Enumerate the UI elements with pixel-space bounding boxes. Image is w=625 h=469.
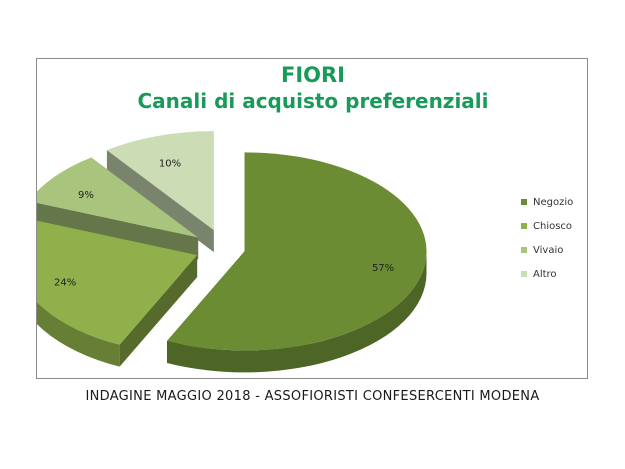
pie-slice-wall	[37, 202, 199, 260]
pie-slice-rim	[37, 302, 120, 367]
chart-title: FIORI	[281, 63, 345, 87]
legend-item-chiosco: Chiosco	[521, 221, 572, 232]
pie-slice-top	[37, 157, 199, 238]
legend-label: Vivaio	[533, 245, 563, 256]
legend-label: Negozio	[533, 197, 573, 208]
pie-slice-wall	[106, 150, 214, 253]
data-label-vivaio: 9%	[78, 190, 94, 201]
data-label-negozio: 57%	[372, 263, 394, 274]
pie-slice-chiosco	[37, 220, 198, 367]
chart-frame: FIORI Canali di acquisto preferenziali 5…	[36, 58, 588, 379]
legend-swatch	[521, 223, 527, 229]
pie-slice-negozio	[167, 152, 427, 373]
legend-item-altro: Altro	[521, 269, 557, 280]
pie-slice-rim	[167, 251, 427, 373]
pie-chart: 57% 24% 9% 10% Negozio Chiosco Vivaio Altro	[37, 131, 573, 373]
legend-swatch	[521, 247, 527, 253]
legend-swatch	[521, 271, 527, 277]
pie-slice-altro	[106, 131, 214, 253]
legend-label: Altro	[533, 269, 557, 280]
pie-slice-top	[167, 152, 427, 351]
pie-slice-top	[106, 131, 214, 231]
legend-item-vivaio: Vivaio	[521, 245, 563, 256]
chart-footer: INDAGINE MAGGIO 2018 - ASSOFIORISTI CONF…	[85, 389, 540, 404]
pie-slice-vivaio	[37, 157, 199, 260]
legend-label: Chiosco	[533, 221, 572, 232]
pie-slice-wall	[119, 255, 198, 367]
chart-subtitle: Canali di acquisto preferenziali	[137, 89, 489, 113]
pie-slice-top	[37, 220, 198, 345]
legend-swatch	[521, 199, 527, 205]
data-label-altro: 10%	[159, 158, 181, 169]
data-label-chiosco: 24%	[54, 277, 76, 288]
legend-item-negozio: Negozio	[521, 197, 573, 208]
